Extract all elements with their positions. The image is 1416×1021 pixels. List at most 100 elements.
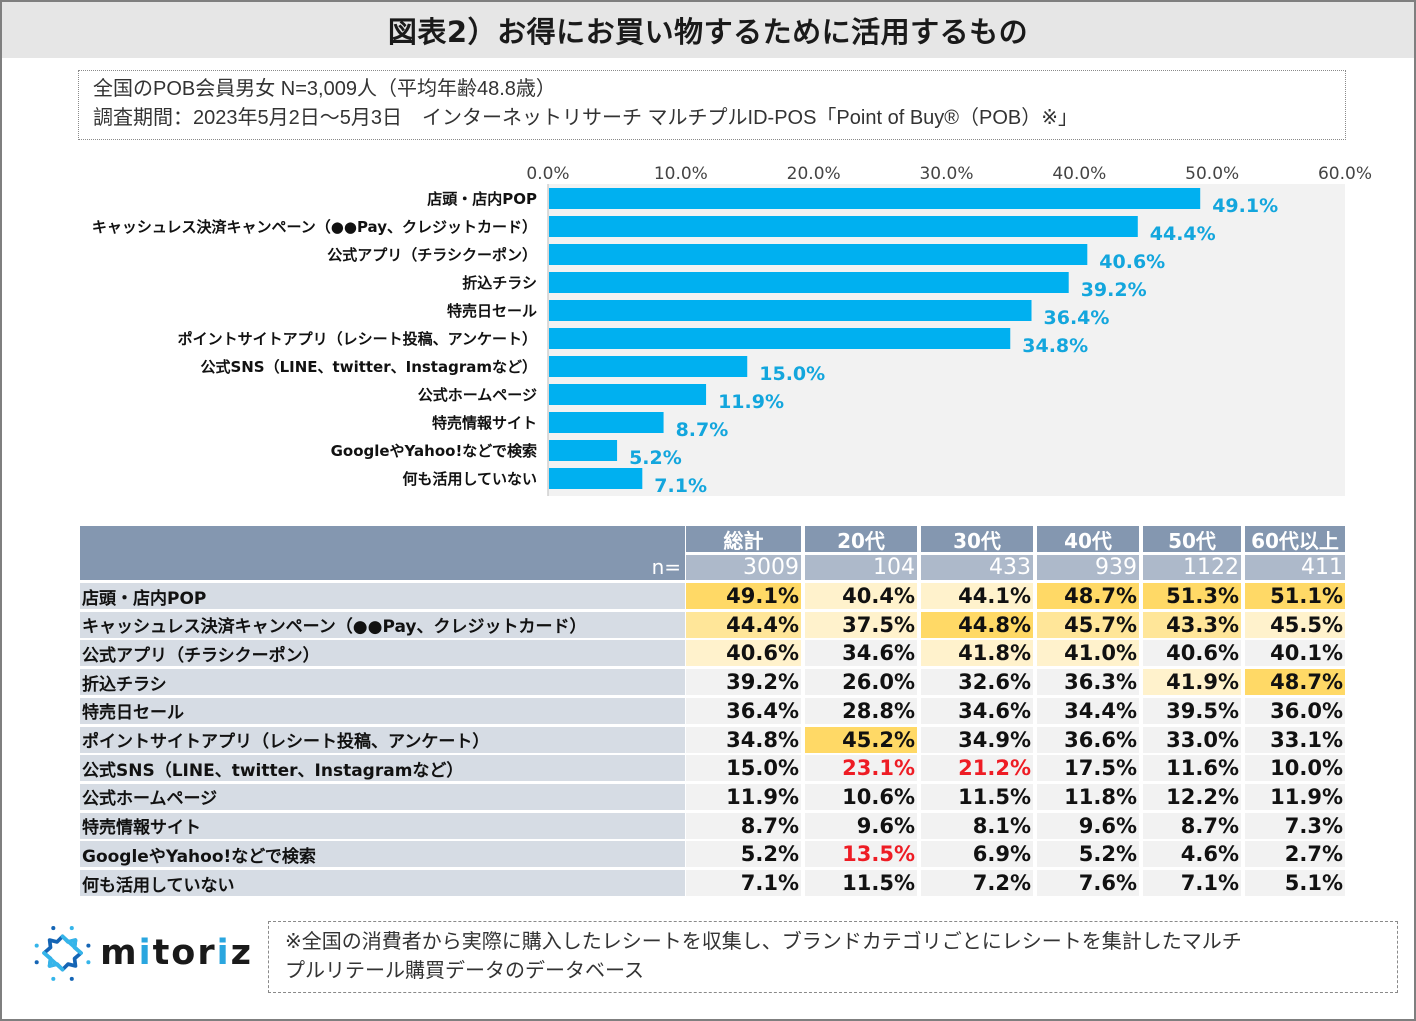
table-row-label: 特売日セール xyxy=(80,697,685,724)
bar-row: キャッシュレス決済キャンペーン（●●Pay、クレジットカード） 44.4% xyxy=(92,216,1216,245)
column-n-value: 939 xyxy=(1037,555,1139,580)
table-cell: 5.2% xyxy=(1037,841,1139,868)
x-tick-label: 50.0% xyxy=(1185,164,1239,184)
table-cell: 7.3% xyxy=(1245,812,1345,839)
x-tick-label: 10.0% xyxy=(654,164,708,184)
table-cell: 11.5% xyxy=(805,870,917,896)
table-cell: 41.8% xyxy=(921,640,1033,667)
table-cell: 21.2% xyxy=(921,755,1033,782)
table-cell: 45.5% xyxy=(1245,611,1345,638)
bar-row: 店頭・店内POP 49.1% xyxy=(427,188,1278,217)
table-cell: 13.5% xyxy=(805,841,917,868)
logo-wordmark: mitoriz xyxy=(100,933,253,973)
table-row-label: 折込チラシ xyxy=(80,669,685,696)
bar-row: 特売情報サイト 8.7% xyxy=(432,412,728,441)
value-label: 15.0% xyxy=(759,363,825,385)
column-header: 40代 xyxy=(1037,526,1139,553)
footnote-line-2: プルリテール購買データのデータベース xyxy=(285,960,644,982)
survey-info-box: 全国のPOB会員男女 N=3,009人（平均年齢48.8歳） 調査期間：2023… xyxy=(78,70,1346,140)
column-n-value: 1122 xyxy=(1143,555,1241,580)
x-tick-label: 60.0% xyxy=(1318,164,1372,184)
bar-row: 折込チラシ 39.2% xyxy=(462,272,1147,301)
table-cell: 34.8% xyxy=(686,726,801,753)
table-cell: 40.1% xyxy=(1245,640,1345,667)
bars: 店頭・店内POP 49.1%キャッシュレス決済キャンペーン（●●Pay、クレジット… xyxy=(92,188,1278,497)
table-cell: 44.1% xyxy=(921,583,1033,609)
bar xyxy=(549,440,618,461)
table-cell: 4.6% xyxy=(1143,841,1241,868)
x-tick-label: 20.0% xyxy=(787,164,841,184)
bar xyxy=(549,216,1138,237)
category-label: 特売情報サイト xyxy=(432,414,537,432)
table-cell: 11.9% xyxy=(1245,783,1345,810)
table-header-corner: n= xyxy=(80,526,685,580)
table-cell: 39.5% xyxy=(1143,697,1241,724)
category-label: ポイントサイトアプリ（レシート投稿、アンケート） xyxy=(178,330,537,348)
table-cell: 8.7% xyxy=(686,812,801,839)
bar-row: 公式アプリ（チラシクーポン） 40.6% xyxy=(327,244,1165,273)
bar-row: GoogleやYahoo!などで検索 5.2% xyxy=(331,440,682,469)
table-row-label: 公式ホームページ xyxy=(80,783,685,810)
table-cell: 34.6% xyxy=(921,697,1033,724)
x-axis-ticks: 0.0% 10.0% 20.0% 30.0% 40.0% 50.0% 60.0% xyxy=(526,164,1372,184)
column-header: 60代以上 xyxy=(1245,526,1345,553)
column-header: 総計 xyxy=(686,526,801,553)
table-cell: 11.8% xyxy=(1037,783,1139,810)
table-cell: 34.4% xyxy=(1037,697,1139,724)
table-cell: 45.2% xyxy=(805,726,917,753)
value-label: 7.1% xyxy=(654,475,707,497)
table-cell: 2.7% xyxy=(1245,841,1345,868)
bar-chart: 0.0% 10.0% 20.0% 30.0% 40.0% 50.0% 60.0% 店頭・店内… xyxy=(92,164,1372,497)
value-label: 34.8% xyxy=(1022,335,1088,357)
bar-row: 何も活用していない 7.1% xyxy=(402,468,707,497)
table-cell: 39.2% xyxy=(686,669,801,696)
category-label: 公式アプリ（チラシクーポン） xyxy=(327,246,537,264)
value-label: 40.6% xyxy=(1099,251,1165,273)
title-band: 図表2）お得にお買い物するために活用するもの xyxy=(2,2,1414,58)
survey-sample-line: 全国のPOB会員男女 N=3,009人（平均年齢48.8歳） xyxy=(93,78,556,100)
column-n-value: 411 xyxy=(1245,555,1345,580)
table-cell: 48.7% xyxy=(1245,669,1345,696)
bar-row: 公式SNS（LINE、twitter、Instagramなど） 15.0% xyxy=(200,356,825,385)
table-cell: 7.6% xyxy=(1037,870,1139,896)
table-cell: 36.3% xyxy=(1037,669,1139,696)
table-cell: 7.2% xyxy=(921,870,1033,896)
table-row-label: ポイントサイトアプリ（レシート投稿、アンケート） xyxy=(80,726,685,753)
table-cell: 11.5% xyxy=(921,783,1033,810)
table-cell: 32.6% xyxy=(921,669,1033,696)
x-tick-label: 30.0% xyxy=(919,164,973,184)
table-cell: 49.1% xyxy=(686,583,801,609)
table-cell: 17.5% xyxy=(1037,755,1139,782)
bar xyxy=(549,356,748,377)
column-n-value: 104 xyxy=(805,555,917,580)
column-n-value: 3009 xyxy=(686,555,801,580)
table-cell: 34.6% xyxy=(805,640,917,667)
table-cell: 41.9% xyxy=(1143,669,1241,696)
footnote-box: ※全国の消費者から実際に購入したレシートを収集し、ブランドカテゴリごとにレシート… xyxy=(268,921,1398,993)
table-cell: 11.9% xyxy=(686,783,801,810)
table-cell: 44.4% xyxy=(686,611,801,638)
table-cell: 40.6% xyxy=(1143,640,1241,667)
table-cell: 12.2% xyxy=(1143,783,1241,810)
value-label: 49.1% xyxy=(1212,195,1278,217)
category-label: 公式ホームページ xyxy=(418,386,537,404)
table-row-label: 店頭・店内POP xyxy=(80,583,685,609)
bar-row: ポイントサイトアプリ（レシート投稿、アンケート） 34.8% xyxy=(178,328,1088,357)
table-cell: 36.4% xyxy=(686,697,801,724)
value-label: 36.4% xyxy=(1044,307,1110,329)
figure-title: 図表2）お得にお買い物するために活用するもの xyxy=(387,15,1029,49)
table-cell: 9.6% xyxy=(1037,812,1139,839)
column-header: 50代 xyxy=(1143,526,1241,553)
bar xyxy=(549,384,707,405)
table-cell: 28.8% xyxy=(805,697,917,724)
table-cell: 51.3% xyxy=(1143,583,1241,609)
category-label: 公式SNS（LINE、twitter、Instagramなど） xyxy=(200,358,537,376)
table-cell: 8.7% xyxy=(1143,812,1241,839)
table-cell: 15.0% xyxy=(686,755,801,782)
x-tick-label: 40.0% xyxy=(1052,164,1106,184)
bar-row: 公式ホームページ 11.9% xyxy=(418,384,784,413)
column-header: 30代 xyxy=(921,526,1033,553)
bar xyxy=(549,412,664,433)
x-tick-label: 0.0% xyxy=(526,164,569,184)
